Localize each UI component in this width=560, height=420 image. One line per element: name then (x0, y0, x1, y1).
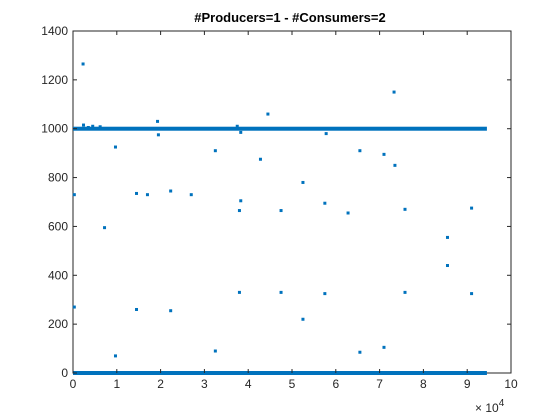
data-point (258, 157, 262, 161)
data-point (239, 199, 243, 203)
data-point (470, 292, 474, 296)
data-point (382, 152, 386, 156)
data-point (445, 264, 449, 268)
data-point (301, 180, 305, 184)
x-tick-label: 2 (157, 377, 164, 391)
x-tick-label: 4 (245, 377, 252, 391)
data-point (86, 125, 90, 129)
data-point (324, 132, 328, 136)
data-point (81, 62, 85, 66)
data-point (237, 290, 241, 294)
data-point (156, 133, 160, 137)
data-point (301, 317, 305, 321)
data-point (213, 349, 217, 353)
data-point (392, 90, 396, 94)
y-tick-label: 1400 (41, 24, 68, 38)
data-point (72, 193, 76, 197)
x-tick-label: 6 (332, 377, 339, 391)
data-point (145, 193, 149, 197)
data-point (156, 119, 160, 123)
x-tick-label: 0 (70, 377, 77, 391)
data-point (189, 193, 193, 197)
data-point (169, 189, 173, 193)
data-point (358, 149, 362, 153)
data-point (279, 290, 283, 294)
x-exponent-label: × 104 (475, 398, 505, 415)
data-point (403, 290, 407, 294)
data-point (323, 201, 327, 205)
data-point (135, 191, 139, 195)
data-point (403, 207, 407, 211)
x-exponent-base: × 10 (475, 401, 499, 415)
data-point (103, 226, 107, 230)
y-tick-label: 0 (61, 366, 68, 380)
data-point (470, 206, 474, 210)
y-tick-label: 800 (48, 171, 68, 185)
data-point (98, 125, 102, 129)
y-tick-label: 1000 (41, 122, 68, 136)
dense-band-0 (73, 126, 487, 131)
data-point (235, 124, 239, 128)
data-point (279, 209, 283, 213)
data-point (72, 305, 76, 309)
data-point (213, 149, 217, 153)
x-tick-label: 10 (504, 377, 518, 391)
data-point (393, 163, 397, 167)
y-tick-label: 1200 (41, 73, 68, 87)
data-point (237, 209, 241, 213)
y-tick-label: 200 (48, 317, 68, 331)
data-point (82, 123, 86, 127)
data-point (346, 211, 350, 215)
x-tick-label: 9 (464, 377, 471, 391)
data-point (169, 309, 173, 313)
data-point (358, 350, 362, 354)
data-point (113, 145, 117, 149)
data-point (266, 112, 270, 116)
data-point (382, 345, 386, 349)
y-tick-label: 400 (48, 268, 68, 282)
data-point (91, 124, 95, 128)
data-point (323, 292, 327, 296)
chart-title: #Producers=1 - #Consumers=2 (194, 10, 385, 25)
dense-band-1 (73, 371, 487, 375)
data-point (445, 235, 449, 239)
data-point (239, 130, 243, 134)
data-point (113, 354, 117, 358)
x-tick-label: 1 (113, 377, 120, 391)
y-axis: 0 200 400 600 800 1000 1200 1400 (41, 24, 511, 380)
x-axis: 0 1 2 3 4 5 6 7 8 9 10 (70, 31, 518, 391)
x-exponent-power: 4 (499, 398, 505, 409)
x-tick-label: 3 (201, 377, 208, 391)
y-tick-label: 600 (48, 219, 68, 233)
x-tick-label: 7 (376, 377, 383, 391)
x-tick-label: 5 (289, 377, 296, 391)
data-point (135, 307, 139, 311)
x-tick-label: 8 (420, 377, 427, 391)
